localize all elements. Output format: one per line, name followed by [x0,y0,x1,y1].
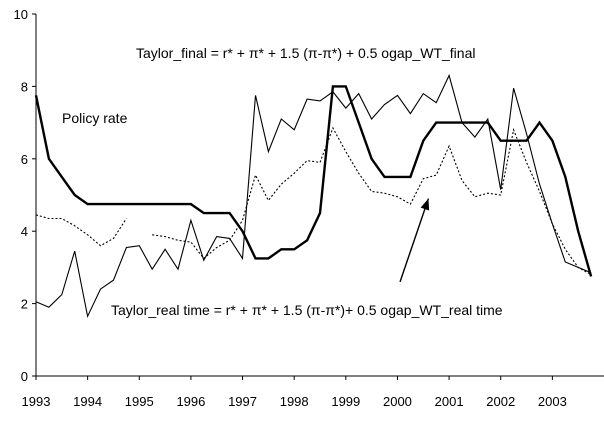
annotation-taylor-final: Taylor_final = r* + π* + 1.5 (π-π*) + 0.… [136,45,475,61]
series-line-taylor-realtime-a [35,214,127,247]
x-tick-label: 1995 [125,394,154,409]
axes: 0 2 4 6 8 10 1993 1994 1995 1996 1997 1998 1999 2000 2… [14,7,604,409]
series-line-taylor-realtime-b [152,126,592,276]
x-tick-label: 2002 [486,394,515,409]
plot-series [34,73,593,319]
annotation-policy-rate: Policy rate [62,110,128,126]
x-tick-label: 1994 [73,394,102,409]
arrow-shaft [399,198,430,283]
annotation-taylor-realtime-bg [107,299,599,321]
x-tick-label: 2003 [538,394,567,409]
y-tick-label: 10 [14,7,28,22]
series-line-taylor-final [35,73,592,319]
x-tick-label: 2000 [383,394,412,409]
x-tick-label: 1993 [22,394,51,409]
x-tick-label: 1998 [280,394,309,409]
x-tick-label: 1996 [176,394,205,409]
y-tick-label: 4 [21,224,28,239]
annotation-arrow [399,198,430,283]
x-tick-label: 2001 [435,394,464,409]
x-tick-label: 1997 [228,394,257,409]
x-tick-label: 1999 [331,394,360,409]
series-line-policy [34,85,593,277]
arrow-head [420,198,430,211]
y-tick-label: 2 [21,297,28,312]
y-tick-label: 6 [21,152,28,167]
y-tick-label: 8 [21,79,28,94]
y-tick-label: 0 [21,369,28,384]
annotation-taylor-realtime: Taylor_real time = r* + π* + 1.5 (π-π*)+… [111,302,503,318]
